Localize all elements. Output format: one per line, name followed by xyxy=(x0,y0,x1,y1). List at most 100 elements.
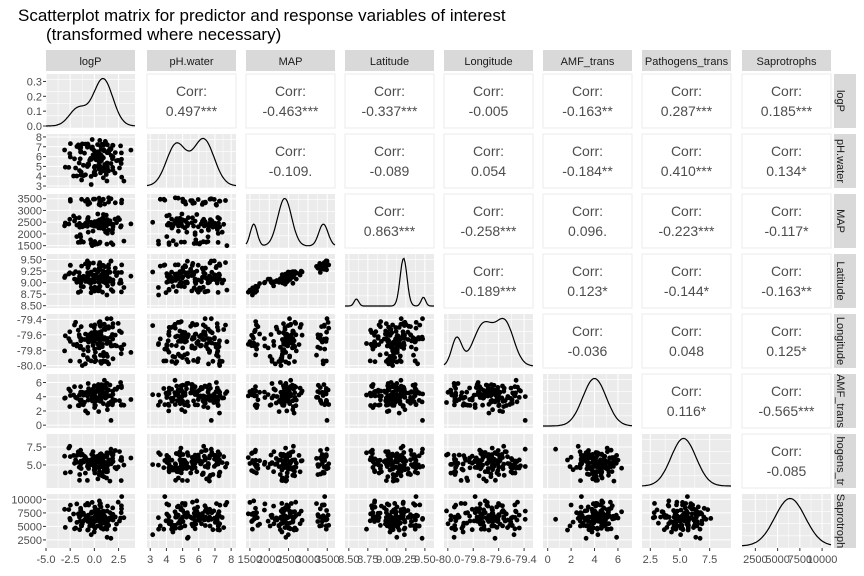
data-point xyxy=(110,392,116,397)
data-point xyxy=(251,335,256,341)
data-point xyxy=(262,507,267,513)
data-point xyxy=(672,509,678,515)
y-tick-label: 7 xyxy=(36,142,42,154)
data-point xyxy=(201,404,207,409)
y-tick-label: 3000 xyxy=(18,205,42,217)
data-point xyxy=(396,325,402,330)
data-point xyxy=(367,518,373,524)
data-point xyxy=(223,464,228,470)
data-point xyxy=(565,527,570,533)
row-strip xyxy=(834,494,856,548)
data-point xyxy=(607,455,612,461)
data-point xyxy=(393,329,399,334)
data-point xyxy=(170,284,176,289)
data-point xyxy=(375,510,381,516)
data-point xyxy=(108,535,114,541)
data-point xyxy=(194,498,200,504)
data-point xyxy=(513,458,518,464)
data-point xyxy=(279,354,285,359)
data-point xyxy=(599,525,604,531)
data-point xyxy=(605,459,611,464)
y-tick-label: 0.3 xyxy=(27,76,42,88)
data-point xyxy=(274,278,280,283)
data-point xyxy=(185,403,191,409)
data-point xyxy=(402,525,408,531)
data-point xyxy=(67,154,73,160)
data-point xyxy=(522,508,528,514)
data-point xyxy=(279,529,285,535)
data-point xyxy=(150,532,156,538)
data-point xyxy=(166,469,172,475)
data-point xyxy=(255,397,261,403)
data-point xyxy=(666,498,672,504)
data-point xyxy=(118,161,124,166)
data-point xyxy=(317,506,323,512)
data-point xyxy=(321,464,327,470)
data-point xyxy=(496,464,502,470)
data-point xyxy=(444,400,449,405)
x-tick-label: 5 xyxy=(180,554,186,566)
data-point xyxy=(492,450,498,456)
corr-label: Corr: xyxy=(374,83,405,99)
data-point xyxy=(593,469,599,475)
data-point xyxy=(156,342,161,347)
data-point xyxy=(451,453,457,458)
data-point xyxy=(106,457,111,463)
data-point xyxy=(185,221,191,227)
data-point xyxy=(195,356,201,362)
corr-value: -0.258*** xyxy=(460,223,517,239)
corr-label: Corr: xyxy=(572,323,603,339)
density-line xyxy=(46,77,136,127)
data-point xyxy=(128,455,134,461)
corr-value: -0.089 xyxy=(370,163,410,179)
data-point xyxy=(568,454,574,460)
data-point xyxy=(85,348,91,354)
data-point xyxy=(88,237,93,243)
data-point xyxy=(660,509,666,515)
data-point xyxy=(375,335,381,341)
data-point xyxy=(583,535,589,541)
data-point xyxy=(383,398,389,404)
data-point xyxy=(369,455,374,460)
data-point xyxy=(464,475,470,481)
x-tick-label: 2.5 xyxy=(111,554,126,566)
data-point xyxy=(75,511,81,517)
data-point xyxy=(477,501,483,507)
data-point xyxy=(172,377,178,383)
data-point xyxy=(178,336,184,342)
data-point xyxy=(77,477,82,483)
data-point xyxy=(262,389,267,395)
data-point xyxy=(324,258,330,264)
y-tick-label: -79.8 xyxy=(17,345,42,357)
row-strip-label: Longitude xyxy=(834,317,846,365)
data-point xyxy=(79,451,85,457)
data-point xyxy=(708,516,714,521)
data-point xyxy=(166,502,172,508)
data-point xyxy=(83,470,88,476)
data-point xyxy=(150,392,156,398)
data-point xyxy=(318,448,323,453)
data-point xyxy=(286,504,291,510)
data-point xyxy=(274,326,280,332)
data-point xyxy=(101,148,107,154)
data-point xyxy=(405,466,411,472)
data-point xyxy=(97,217,102,223)
corr-label: Corr: xyxy=(473,143,504,159)
data-point xyxy=(513,377,519,383)
data-point xyxy=(71,511,76,517)
column-strip-label: AMF_trans xyxy=(561,56,615,68)
data-point xyxy=(318,398,323,404)
data-point xyxy=(619,465,624,471)
data-point xyxy=(85,279,91,285)
data-point xyxy=(265,518,271,524)
data-point xyxy=(202,316,208,322)
data-point xyxy=(703,516,709,522)
data-point xyxy=(103,325,109,330)
data-point xyxy=(88,174,94,179)
corr-panel xyxy=(641,73,732,129)
data-point xyxy=(570,467,576,473)
data-point xyxy=(368,403,373,408)
data-point xyxy=(283,381,289,386)
data-point xyxy=(104,381,110,386)
data-point xyxy=(497,408,503,414)
